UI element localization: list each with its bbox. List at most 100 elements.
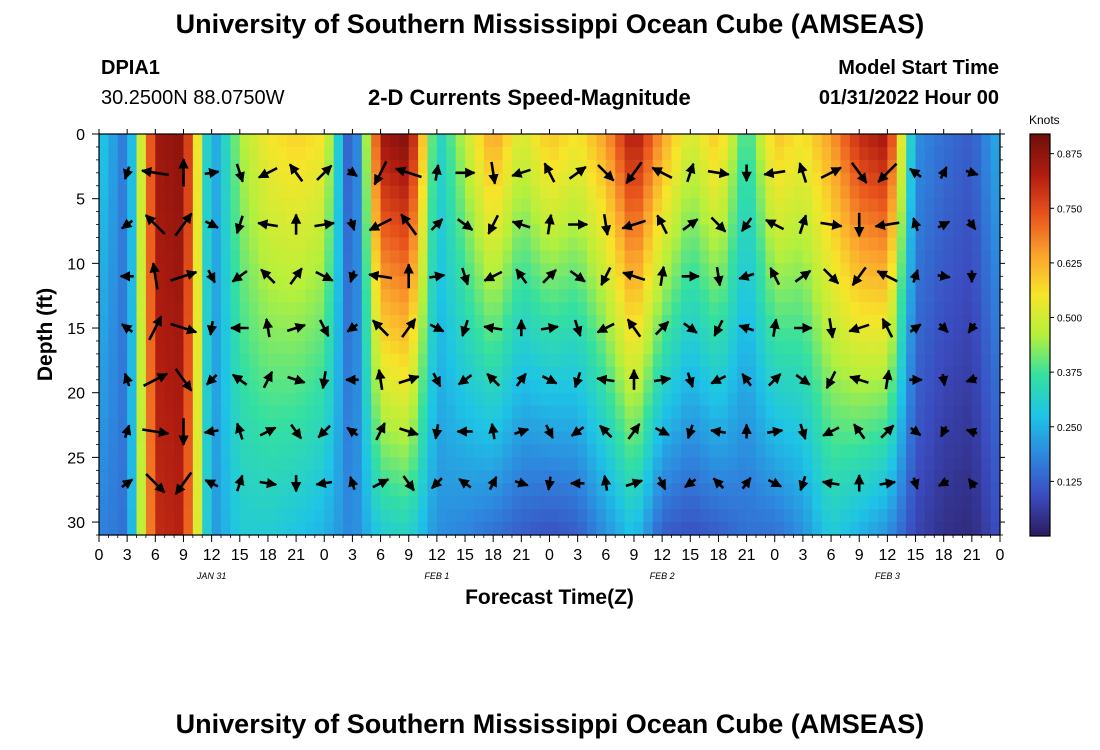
heatmap-cell — [558, 379, 569, 394]
heatmap-cell — [840, 340, 851, 355]
heatmap-cell — [877, 289, 888, 303]
heatmap-cell — [662, 172, 673, 187]
heatmap-cell — [859, 211, 870, 226]
heatmap-cell — [427, 457, 438, 471]
heatmap-cell — [671, 328, 682, 342]
heatmap-cell — [361, 289, 372, 303]
heatmap-cell — [765, 134, 776, 148]
heatmap-cell — [455, 457, 466, 471]
heatmap-cell — [718, 340, 729, 355]
heatmap-cell — [699, 496, 710, 510]
heatmap-cell — [877, 159, 888, 174]
heatmap-cell — [802, 418, 813, 433]
heatmap-cell — [371, 457, 382, 471]
heatmap-cell — [934, 134, 945, 148]
heatmap-cell — [174, 353, 185, 368]
heatmap-cell — [587, 134, 598, 148]
heatmap-cell — [906, 172, 917, 187]
heatmap-cell — [267, 198, 278, 213]
heatmap-cell — [577, 379, 588, 394]
heatmap-cell — [305, 185, 316, 200]
heatmap-cell — [849, 496, 860, 510]
heatmap-cell — [136, 224, 147, 239]
heatmap-cell — [117, 224, 128, 239]
heatmap-cell — [596, 431, 607, 446]
heatmap-cell — [915, 522, 926, 536]
heatmap-cell — [755, 418, 766, 433]
heatmap-cell — [934, 172, 945, 187]
heatmap-cell — [117, 470, 128, 484]
current-arrow — [763, 167, 786, 179]
current-arrow — [541, 374, 558, 385]
heatmap-cell — [436, 522, 447, 536]
heatmap-cell — [840, 470, 851, 484]
heatmap-cell — [812, 172, 823, 187]
heatmap-cell — [915, 483, 926, 497]
heatmap-cell — [549, 250, 560, 264]
heatmap-cell — [305, 470, 316, 484]
heatmap-cell — [652, 496, 663, 510]
heatmap-cell — [418, 470, 429, 484]
heatmap-cell — [727, 379, 738, 394]
heatmap-cell — [249, 146, 260, 161]
heatmap-cell — [953, 134, 964, 148]
heatmap-cell — [521, 444, 532, 458]
heatmap-cell — [568, 289, 579, 303]
heatmap-cell — [774, 470, 785, 484]
heatmap-cell — [934, 302, 945, 316]
heatmap-cell — [849, 392, 860, 407]
heatmap-cell — [840, 315, 851, 329]
current-arrow — [430, 477, 443, 490]
heatmap-cell — [455, 340, 466, 355]
heatmap-cell — [802, 470, 813, 484]
heatmap-cell — [230, 237, 241, 252]
heatmap-cell — [643, 353, 654, 368]
heatmap-cell — [774, 250, 785, 264]
heatmap-cell — [333, 405, 344, 420]
heatmap-cell — [99, 211, 109, 226]
current-arrow — [544, 476, 556, 491]
heatmap-cell — [662, 470, 673, 484]
current-arrow — [174, 212, 193, 237]
heatmap-cell — [615, 237, 626, 252]
current-arrow — [234, 163, 245, 183]
heatmap-cell — [183, 315, 194, 329]
heatmap-cell — [718, 379, 729, 394]
heatmap-cell — [371, 470, 382, 484]
heatmap-cell — [755, 146, 766, 161]
heatmap-cell — [145, 224, 156, 239]
heatmap-cell — [906, 366, 917, 381]
heatmap-cell — [183, 276, 194, 290]
heatmap-cell — [155, 470, 166, 484]
heatmap-cell — [164, 146, 175, 161]
heatmap-cell — [605, 340, 616, 355]
current-arrow — [572, 319, 583, 337]
heatmap-cell — [389, 509, 400, 523]
colorbar-tick-label: 0.875 — [1057, 150, 1082, 161]
heatmap-cell — [755, 315, 766, 329]
current-arrow — [459, 267, 470, 286]
heatmap-cell — [99, 405, 109, 420]
heatmap-cell — [127, 353, 138, 368]
heatmap-cell — [981, 276, 992, 290]
heatmap-cell — [117, 159, 128, 174]
heatmap-cell — [727, 224, 738, 239]
heatmap-cell — [155, 146, 166, 161]
heatmap-cell — [389, 340, 400, 355]
heatmap-cell — [558, 159, 569, 174]
heatmap-cell — [605, 444, 616, 458]
heatmap-cell — [174, 328, 185, 342]
heatmap-cell — [324, 353, 335, 368]
heatmap-cell — [145, 237, 156, 252]
heatmap-cell — [502, 457, 513, 471]
heatmap-cell — [174, 405, 185, 420]
heatmap-cell — [192, 457, 203, 471]
heatmap-cell — [474, 353, 485, 368]
heatmap-cell — [474, 431, 485, 446]
current-arrow — [795, 373, 811, 386]
heatmap-cell — [127, 263, 138, 277]
heatmap-cell — [540, 522, 551, 536]
heatmap-cell — [587, 198, 598, 213]
heatmap-cell — [943, 289, 954, 303]
heatmap-cell — [549, 522, 560, 536]
